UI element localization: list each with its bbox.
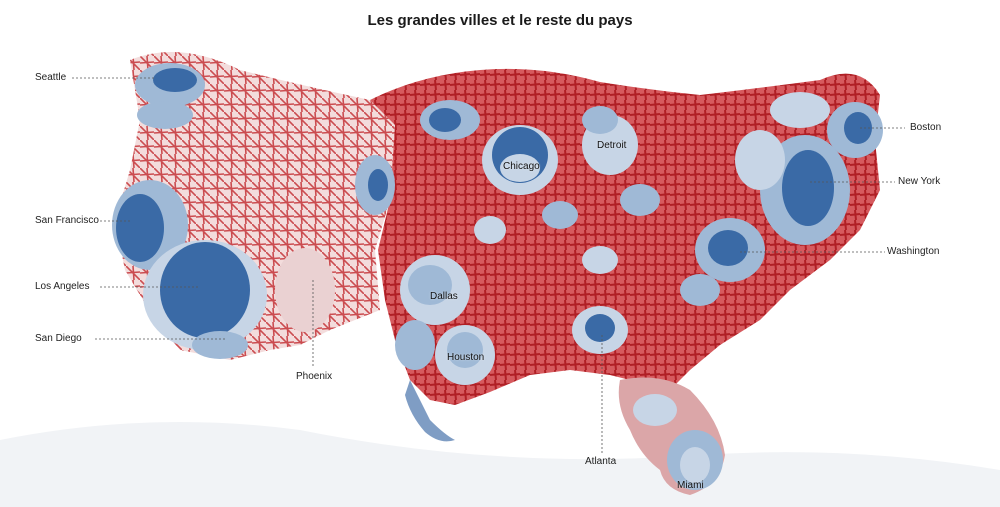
sd-blob bbox=[192, 331, 248, 359]
houston-core bbox=[447, 332, 483, 368]
chicago-center bbox=[500, 154, 540, 182]
region-texas-coast bbox=[405, 380, 455, 442]
la-core bbox=[160, 242, 250, 338]
minneapolis-core bbox=[429, 108, 461, 132]
map-title: Les grandes villes et le reste du pays bbox=[367, 12, 633, 29]
sf-core bbox=[116, 194, 164, 262]
city-blob-charlotte bbox=[680, 274, 720, 306]
label-atlanta: Atlanta bbox=[585, 456, 617, 467]
denver-core bbox=[368, 169, 388, 201]
seattle-core bbox=[153, 68, 197, 92]
dallas-core bbox=[408, 265, 452, 305]
city-blob-columbus bbox=[620, 184, 660, 216]
label-los-angeles: Los Angeles bbox=[35, 281, 90, 292]
label-boston: Boston bbox=[910, 122, 942, 133]
city-blob-philadelphia bbox=[735, 130, 785, 190]
atlanta-core bbox=[585, 314, 615, 342]
city-blob-nashville bbox=[582, 246, 618, 274]
phoenix-blob bbox=[275, 248, 335, 332]
boston-core bbox=[844, 112, 872, 144]
washington-core bbox=[708, 230, 748, 266]
city-blob-stlouis bbox=[542, 201, 578, 229]
seattle-blob-2 bbox=[137, 101, 193, 129]
city-blob-kansas bbox=[474, 216, 506, 244]
leader-lines bbox=[72, 77, 905, 455]
city-blob-upstate bbox=[770, 92, 830, 128]
austin-blob bbox=[395, 320, 435, 370]
label-san-diego: San Diego bbox=[35, 333, 82, 344]
label-new-york: New York bbox=[898, 176, 941, 187]
label-chicago: Chicago bbox=[503, 161, 540, 172]
label-dallas: Dallas bbox=[430, 291, 458, 302]
label-houston: Houston bbox=[447, 352, 485, 363]
tampa-blob bbox=[633, 394, 677, 426]
miami-center bbox=[680, 447, 710, 483]
newyork-core bbox=[782, 150, 834, 226]
background-wash bbox=[0, 422, 1000, 507]
label-miami: Miami bbox=[677, 480, 704, 491]
label-seattle: Seattle bbox=[35, 72, 67, 83]
label-washington: Washington bbox=[887, 246, 940, 257]
label-detroit: Detroit bbox=[597, 140, 627, 151]
label-phoenix: Phoenix bbox=[296, 371, 333, 382]
detroit-upper bbox=[582, 106, 618, 134]
label-san-francisco: San Francisco bbox=[35, 215, 99, 226]
